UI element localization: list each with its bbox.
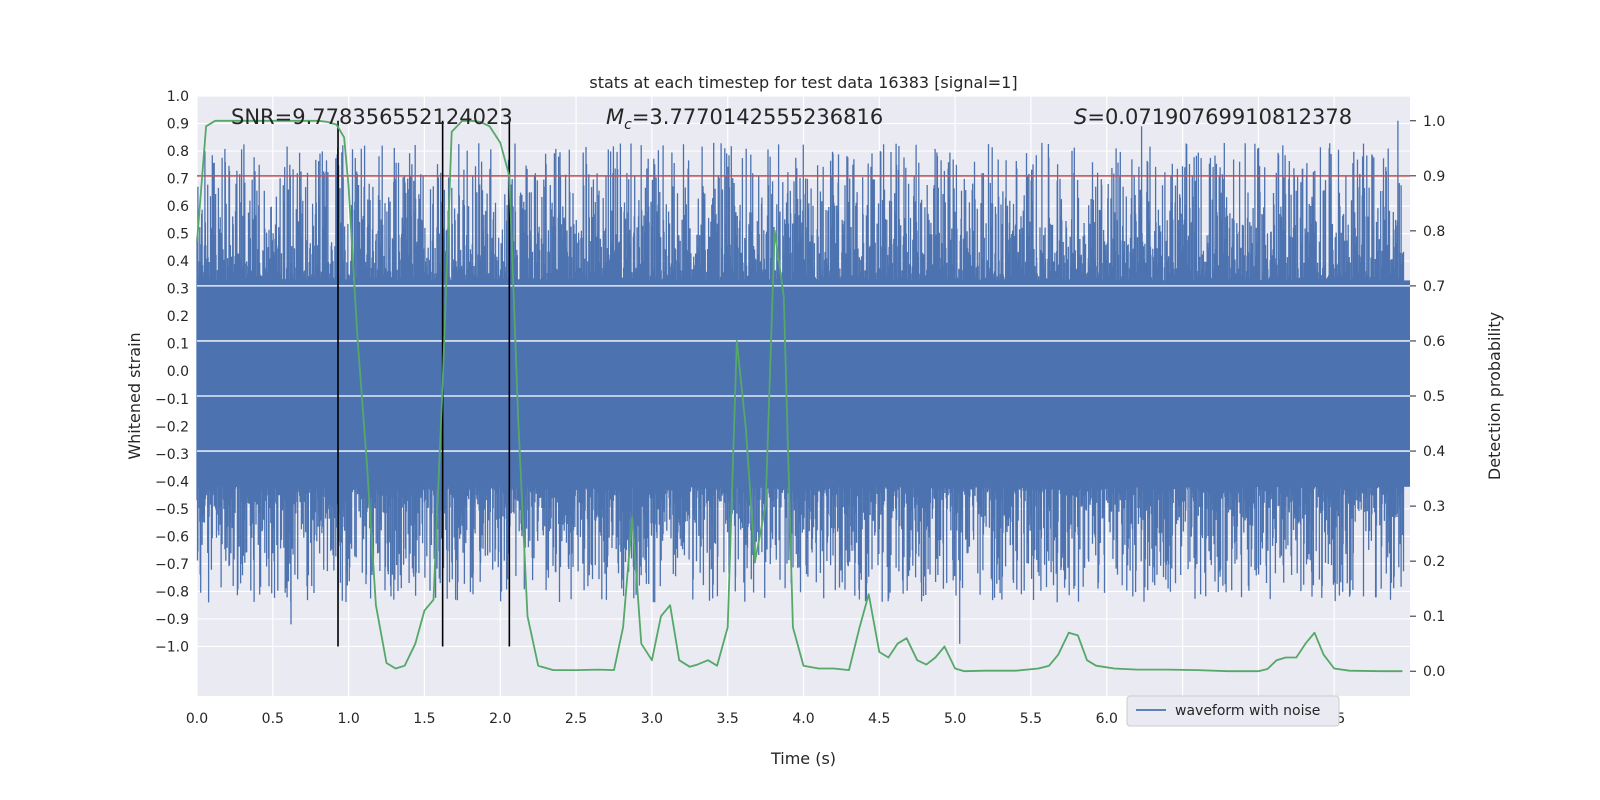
y-left-axis-ticks: 1.0 0.9 0.8 0.7 0.6 0.5 0.4 0.3 0.2 0.1 0.0 −0.1 −0.…: [155, 89, 189, 655]
y-left-tick-label: −0.6: [155, 529, 189, 545]
probability-line: [196, 119, 1403, 673]
y-right-tick-label: 1.0: [1423, 114, 1445, 130]
y-left-tick-label: 0.0: [167, 364, 189, 380]
snr-annotation: SNR=9.778356552124023: [231, 105, 513, 129]
chirp-mass-value: =3.7770142555236816: [632, 105, 883, 129]
y-left-tick-label: −0.7: [155, 557, 189, 573]
legend: waveform with noise: [1126, 695, 1340, 727]
y-left-tick-label: 1.0: [167, 89, 189, 105]
x-tick-label: 4.0: [792, 711, 814, 727]
legend-label: waveform with noise: [1175, 703, 1320, 719]
y-left-tick-label: −0.8: [155, 584, 189, 600]
y-left-tick-label: −0.5: [155, 502, 189, 518]
y-right-tick-label: 0.3: [1423, 499, 1445, 515]
probability-series: [196, 119, 1403, 673]
x-tick-label: 5.5: [1020, 711, 1042, 727]
chirp-mass-annotation: Mc=3.7770142555236816: [606, 105, 883, 133]
waveform-series: [196, 120, 1410, 644]
y-right-axis-ticks: 1.0 0.9 0.8 0.7 0.6 0.5 0.4 0.3 0.2 0.1 0.0: [1410, 114, 1445, 680]
x-tick-label: 2.0: [489, 711, 511, 727]
x-tick-label: 3.5: [717, 711, 739, 727]
y-left-axis-label: Whitened strain: [125, 332, 144, 459]
y-left-tick-label: 0.7: [167, 172, 189, 188]
chart-title: stats at each timestep for test data 163…: [589, 73, 1017, 92]
s-annotation: S=0.07190769910812378: [1074, 105, 1352, 129]
y-right-tick-label: 0.2: [1423, 554, 1445, 570]
s-value: =0.07190769910812378: [1087, 105, 1352, 129]
y-left-tick-label: 0.6: [167, 199, 189, 215]
legend-box: [1126, 695, 1340, 727]
y-right-tick-label: 0.6: [1423, 334, 1445, 350]
x-tick-label: 5.0: [944, 711, 966, 727]
y-right-tick-label: 0.5: [1423, 389, 1445, 405]
y-left-tick-label: 0.4: [167, 254, 189, 270]
y-right-tick-label: 0.8: [1423, 224, 1445, 240]
x-tick-label: 6.0: [1096, 711, 1118, 727]
y-right-tick-label: 0.4: [1423, 444, 1445, 460]
x-axis-label: Time (s): [770, 749, 836, 768]
y-left-tick-label: 0.2: [167, 309, 189, 325]
x-tick-label: 3.0: [641, 711, 663, 727]
y-left-tick-label: 0.5: [167, 227, 189, 243]
y-left-tick-label: −0.4: [155, 474, 189, 490]
x-tick-label: 0.5: [262, 711, 284, 727]
y-right-tick-label: 0.0: [1423, 664, 1445, 680]
y-left-tick-label: −0.9: [155, 612, 189, 628]
y-left-tick-label: 0.8: [167, 144, 189, 160]
x-tick-label: 1.0: [337, 711, 359, 727]
x-tick-label: 0.0: [186, 711, 208, 727]
x-tick-label: 1.5: [413, 711, 435, 727]
chirp-mass-subscript: c: [624, 117, 632, 133]
y-right-tick-label: 0.9: [1423, 169, 1445, 185]
x-tick-label: 4.5: [868, 711, 890, 727]
y-left-tick-label: 0.3: [167, 282, 189, 298]
s-symbol: S: [1074, 105, 1087, 129]
x-tick-label: 2.5: [565, 711, 587, 727]
y-left-tick-label: −0.1: [155, 392, 189, 408]
y-left-tick-label: 0.9: [167, 117, 189, 133]
y-right-tick-label: 0.7: [1423, 279, 1445, 295]
y-left-tick-label: −0.2: [155, 419, 189, 435]
y-left-tick-label: −1.0: [155, 639, 189, 655]
y-left-tick-label: −0.3: [155, 447, 189, 463]
waveform-line: [196, 120, 1405, 644]
y-right-axis-label: Detection probability: [1485, 312, 1504, 480]
overlay-layer: [197, 120, 1410, 647]
chirp-mass-symbol: M: [606, 105, 624, 129]
y-right-tick-label: 0.1: [1423, 609, 1445, 625]
y-left-tick-label: 0.1: [167, 337, 189, 353]
